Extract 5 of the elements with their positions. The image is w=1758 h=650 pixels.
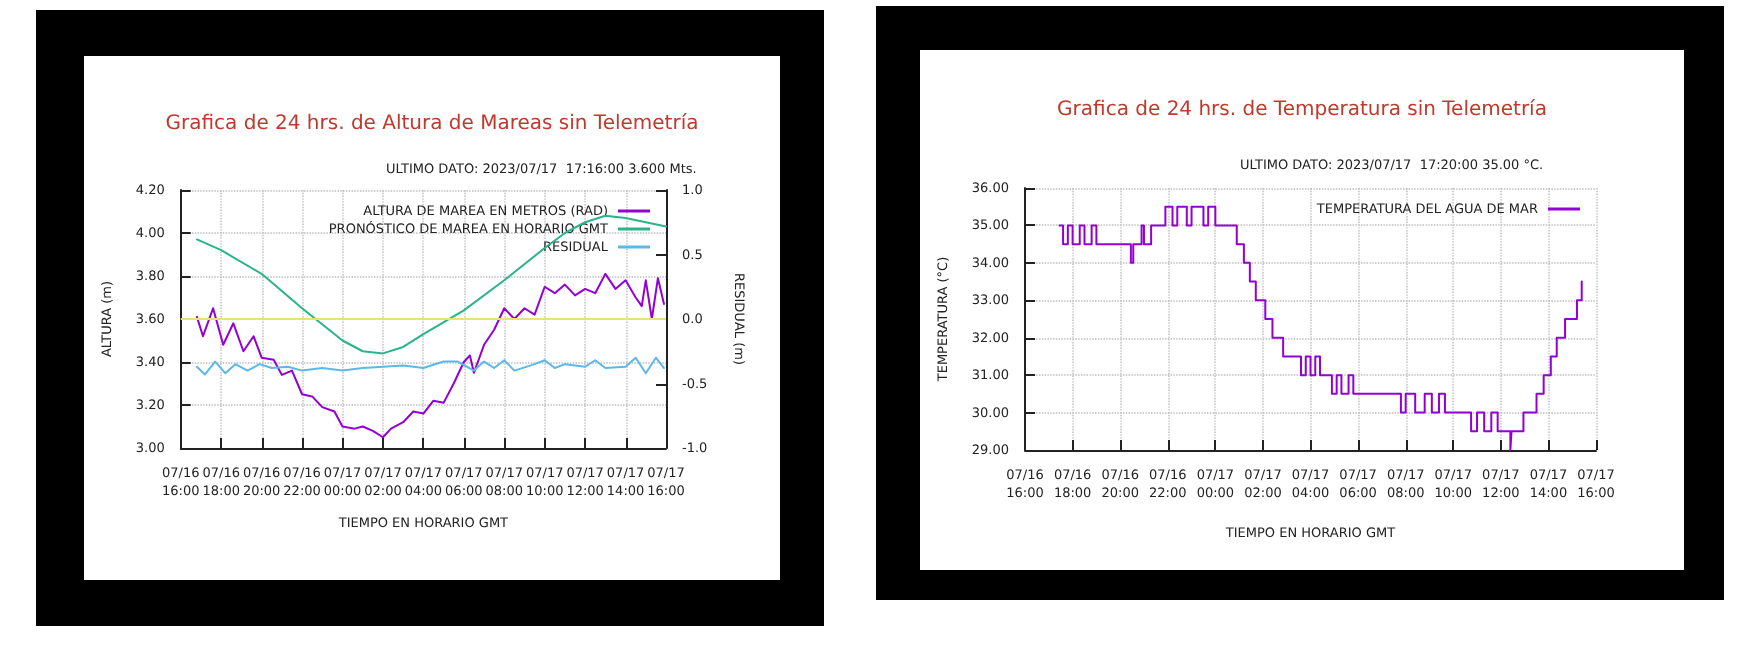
line-series <box>195 272 665 439</box>
line-series <box>195 214 667 355</box>
chart-title: Grafica de 24 hrs. de Altura de Mareas sin Telemetría <box>165 113 699 135</box>
line-series <box>195 356 665 376</box>
chart-title: Grafica de 24 hrs. de Temperatura sin Telemetría <box>1057 99 1547 121</box>
